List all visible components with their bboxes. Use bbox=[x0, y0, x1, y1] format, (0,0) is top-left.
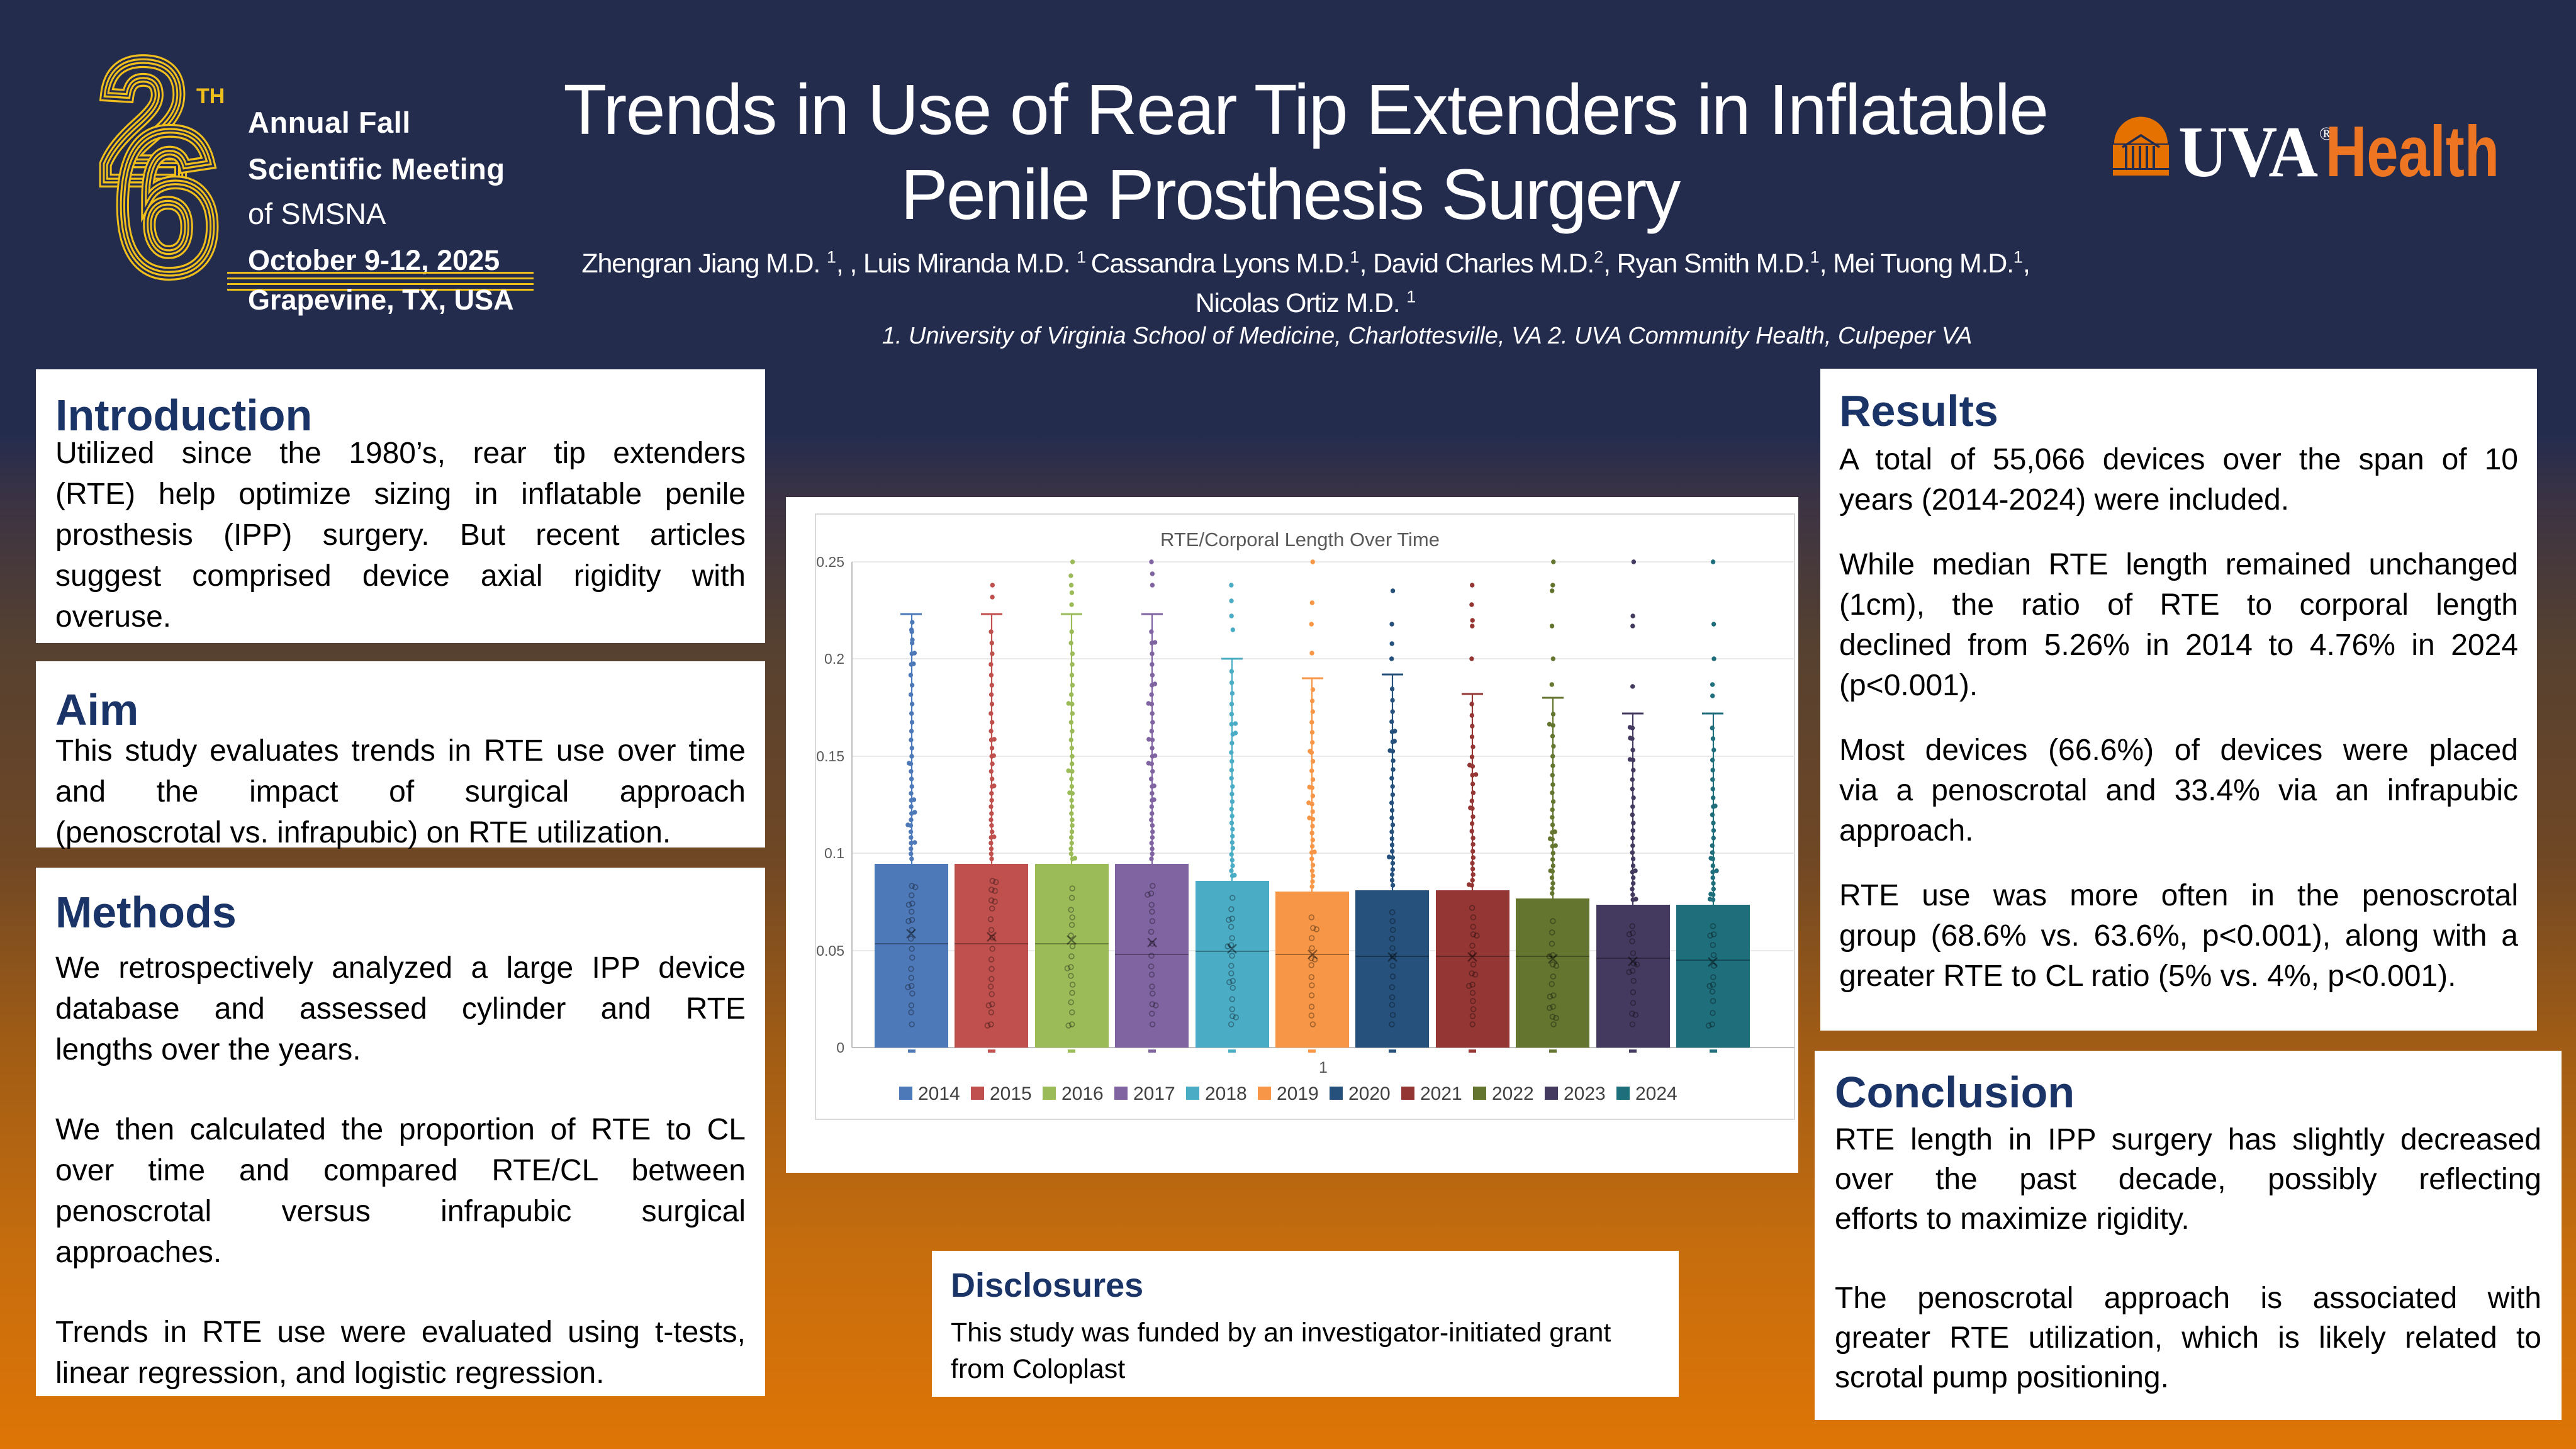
svg-text:UVA: UVA bbox=[2178, 112, 2318, 189]
svg-text:0.05: 0.05 bbox=[816, 943, 844, 959]
svg-text:0.1: 0.1 bbox=[824, 845, 844, 861]
svg-text:1: 1 bbox=[1319, 1059, 1328, 1077]
svg-text:2: 2 bbox=[100, 26, 187, 217]
svg-text:2019: 2019 bbox=[1277, 1083, 1319, 1104]
svg-text:2021: 2021 bbox=[1420, 1083, 1462, 1104]
svg-text:2016: 2016 bbox=[1061, 1083, 1104, 1104]
svg-text:2024: 2024 bbox=[1635, 1083, 1677, 1104]
svg-text:RTE/Corporal Length Over Time: RTE/Corporal Length Over Time bbox=[1160, 529, 1440, 551]
svg-text:Health: Health bbox=[2326, 112, 2499, 189]
svg-text:2: 2 bbox=[100, 26, 187, 217]
svg-text:2022: 2022 bbox=[1492, 1083, 1534, 1104]
svg-text:2014: 2014 bbox=[918, 1083, 960, 1104]
svg-text:2023: 2023 bbox=[1564, 1083, 1606, 1104]
svg-text:0: 0 bbox=[836, 1039, 844, 1056]
svg-text:6: 6 bbox=[116, 89, 219, 315]
svg-text:0.15: 0.15 bbox=[816, 748, 844, 764]
svg-text:2018: 2018 bbox=[1205, 1083, 1247, 1104]
svg-text:2: 2 bbox=[100, 26, 187, 217]
svg-text:6: 6 bbox=[116, 89, 219, 315]
svg-text:2020: 2020 bbox=[1348, 1083, 1391, 1104]
svg-text:6: 6 bbox=[116, 89, 219, 315]
svg-text:2: 2 bbox=[100, 26, 187, 217]
svg-text:0.2: 0.2 bbox=[824, 651, 844, 667]
svg-text:TH: TH bbox=[196, 84, 225, 108]
svg-text:2017: 2017 bbox=[1133, 1083, 1175, 1104]
svg-text:®: ® bbox=[2319, 123, 2334, 144]
svg-text:6: 6 bbox=[116, 89, 219, 315]
svg-text:2015: 2015 bbox=[990, 1083, 1032, 1104]
svg-text:0.25: 0.25 bbox=[816, 554, 844, 570]
